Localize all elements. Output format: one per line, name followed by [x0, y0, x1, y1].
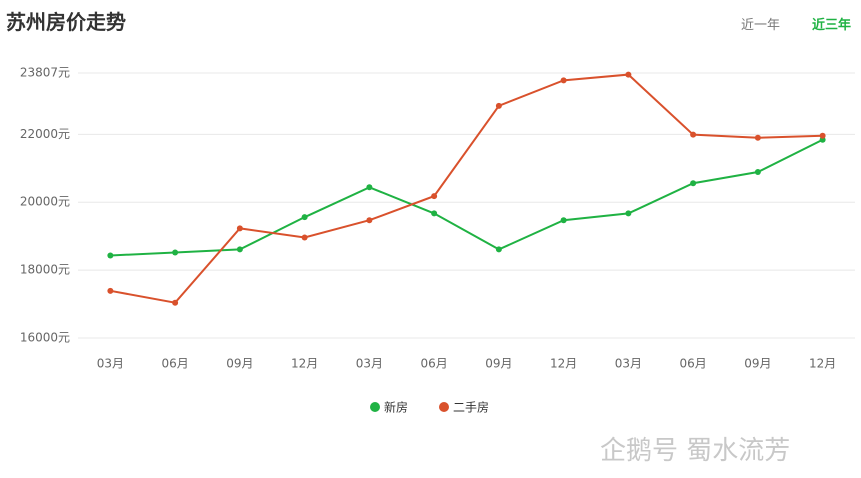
x-tick-label: 12月 [291, 357, 318, 371]
point [560, 217, 567, 224]
point [431, 210, 438, 217]
x-tick-label: 06月 [420, 357, 447, 371]
point [236, 246, 243, 253]
x-tick-label: 09月 [744, 357, 771, 371]
point [236, 225, 243, 232]
point [172, 249, 179, 256]
x-tick-label: 12月 [550, 357, 577, 371]
x-tick-label: 09月 [485, 357, 512, 371]
x-tick-label: 03月 [356, 357, 383, 371]
x-tick-label: 03月 [97, 357, 124, 371]
series-line [110, 138, 824, 257]
point [495, 246, 502, 253]
watermark: 企鹅号 蜀水流芳 [600, 436, 791, 466]
series-line [110, 73, 823, 304]
tab[interactable]: 近一年 [741, 18, 781, 33]
point [625, 71, 632, 78]
tab[interactable]: 近三年 [812, 18, 852, 33]
legend-label: 二手房 [453, 400, 489, 415]
point [172, 299, 179, 306]
legend-marker [439, 402, 449, 412]
point [431, 193, 438, 200]
point [754, 134, 761, 141]
point [301, 234, 308, 241]
x-tick-label: 03月 [615, 357, 642, 371]
point [366, 217, 373, 224]
point [495, 102, 502, 109]
y-tick-label: 16000元 [20, 331, 70, 345]
point [366, 184, 373, 191]
point [560, 77, 567, 84]
point [301, 214, 308, 221]
title: 苏州房价走势 [6, 10, 126, 34]
point [754, 169, 761, 176]
y-tick-label: 18000元 [20, 263, 70, 277]
y-tick-label: 23807元 [20, 66, 70, 80]
point [690, 180, 697, 187]
y-tick-label: 22000元 [20, 127, 70, 141]
x-tick-label: 12月 [809, 357, 836, 371]
legend-marker [370, 402, 380, 412]
x-tick-label: 06月 [161, 357, 188, 371]
legend-label: 新房 [384, 400, 408, 415]
point [819, 132, 826, 139]
point [107, 287, 114, 294]
x-tick-label: 06月 [679, 357, 706, 371]
y-tick-label: 20000元 [20, 195, 70, 209]
x-tick-label: 09月 [226, 357, 253, 371]
point [690, 131, 697, 138]
point [625, 210, 632, 217]
point [107, 252, 114, 259]
